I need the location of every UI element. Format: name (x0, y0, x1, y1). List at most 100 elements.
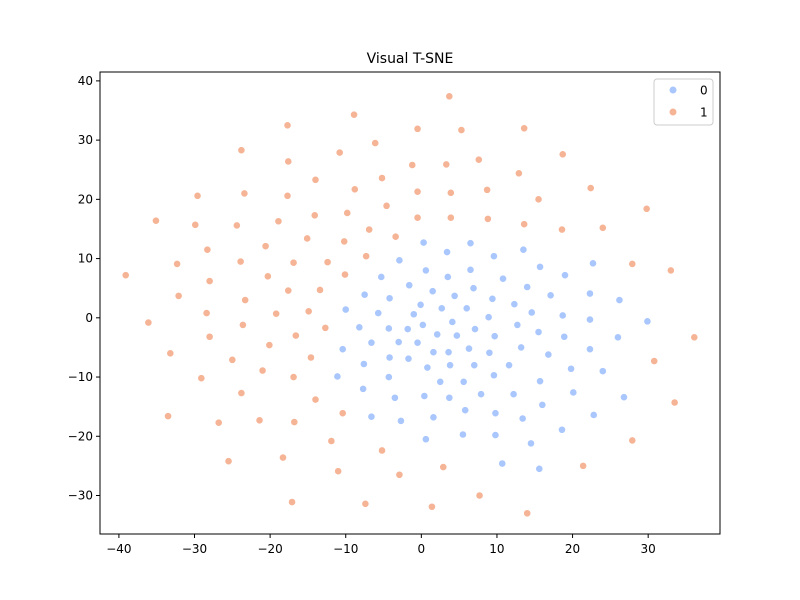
point-series-0-12 (499, 274, 507, 283)
point-series-1-54 (263, 272, 272, 281)
point-series-1-44 (261, 242, 270, 251)
point-series-0-68 (567, 364, 575, 373)
point-series-0-53 (338, 345, 347, 354)
point-series-0-33 (558, 311, 567, 320)
point-series-1-42 (303, 234, 312, 243)
legend-label-0: 0 (700, 84, 708, 98)
point-series-1-48 (289, 258, 298, 267)
point-series-1-31 (274, 217, 283, 226)
point-series-0-79 (445, 393, 454, 402)
point-series-1-12 (442, 160, 451, 169)
point-series-1-52 (121, 271, 130, 280)
point-series-0-38 (448, 318, 457, 326)
point-series-0-74 (490, 371, 498, 380)
point-series-1-91 (334, 467, 343, 476)
point-series-0-11 (443, 273, 452, 281)
point-series-1-46 (173, 260, 182, 268)
point-series-0-27 (374, 309, 383, 317)
point-series-0-85 (397, 416, 405, 425)
point-series-0-83 (620, 393, 628, 402)
point-series-0-62 (586, 345, 594, 354)
point-series-0-17 (360, 290, 369, 299)
legend-marker-1 (669, 108, 677, 116)
point-series-1-8 (335, 148, 344, 157)
y-tick-label-30: 30 (78, 133, 93, 147)
x-tick-label-0: 0 (418, 542, 426, 556)
point-series-0-63 (359, 360, 368, 368)
point-series-1-7 (237, 146, 246, 155)
point-series-1-88 (279, 453, 287, 462)
point-series-0-3 (519, 245, 528, 254)
point-series-0-4 (395, 256, 404, 265)
legend-marker-0 (669, 86, 677, 94)
point-series-0-77 (390, 393, 399, 402)
point-series-1-32 (310, 211, 319, 220)
point-series-1-23 (446, 188, 455, 197)
point-series-0-70 (333, 372, 342, 381)
y-tick-label-0: 0 (85, 311, 93, 325)
point-series-1-59 (174, 291, 183, 300)
x-tick-label--30: −30 (182, 542, 207, 556)
point-series-0-65 (446, 361, 454, 370)
point-series-0-93 (459, 430, 467, 439)
point-series-1-25 (534, 195, 543, 204)
point-series-1-72 (228, 355, 237, 364)
point-series-1-27 (382, 201, 391, 210)
x-tick-label-10: 10 (489, 542, 504, 556)
point-series-1-66 (321, 323, 330, 332)
point-series-1-78 (237, 389, 246, 397)
point-series-0-54 (385, 353, 394, 362)
point-series-1-99 (523, 509, 532, 518)
point-series-1-13 (474, 155, 483, 164)
point-series-1-58 (316, 286, 324, 294)
point-series-1-33 (343, 209, 352, 217)
point-series-1-4 (457, 126, 466, 134)
point-series-1-82 (338, 409, 347, 418)
point-series-1-56 (666, 266, 675, 275)
point-series-1-14 (514, 169, 523, 178)
point-series-0-45 (413, 338, 422, 347)
point-series-0-67 (505, 361, 513, 370)
point-series-0-31 (462, 304, 471, 313)
point-series-0-39 (484, 313, 493, 322)
point-series-1-15 (378, 174, 386, 182)
point-series-0-75 (536, 377, 544, 386)
point-series-1-28 (152, 216, 160, 225)
point-series-1-89 (224, 457, 233, 466)
point-series-1-70 (166, 349, 175, 358)
point-series-1-35 (446, 213, 455, 222)
point-series-0-69 (598, 367, 607, 376)
point-series-0-19 (450, 291, 459, 300)
point-series-0-89 (518, 414, 527, 423)
point-series-1-79 (311, 395, 320, 404)
point-series-0-26 (510, 300, 519, 309)
point-series-1-93 (439, 463, 448, 471)
point-series-0-25 (488, 294, 497, 303)
point-series-1-87 (628, 436, 637, 445)
point-series-0-88 (491, 409, 500, 418)
point-series-1-0 (445, 92, 454, 101)
point-series-0-98 (535, 464, 544, 473)
point-series-1-22 (413, 187, 422, 196)
point-series-0-61 (544, 350, 553, 359)
y-tick-label-20: 20 (78, 192, 93, 206)
point-series-1-60 (241, 296, 250, 304)
point-series-1-34 (413, 213, 422, 222)
point-series-0-71 (384, 373, 393, 381)
point-series-0-46 (433, 330, 442, 339)
point-series-0-16 (523, 283, 532, 291)
point-series-0-10 (377, 273, 386, 281)
point-series-0-95 (527, 439, 535, 448)
point-series-0-30 (437, 304, 446, 313)
point-series-0-58 (465, 344, 473, 353)
point-series-1-11 (408, 161, 417, 169)
point-series-1-45 (203, 245, 212, 254)
point-series-0-7 (421, 266, 430, 275)
point-series-1-47 (236, 257, 245, 266)
point-series-1-75 (650, 357, 659, 365)
point-series-1-1 (350, 110, 358, 119)
point-series-1-30 (232, 221, 241, 230)
point-series-1-18 (193, 191, 202, 200)
point-series-0-84 (367, 412, 376, 421)
point-series-1-85 (290, 418, 299, 426)
